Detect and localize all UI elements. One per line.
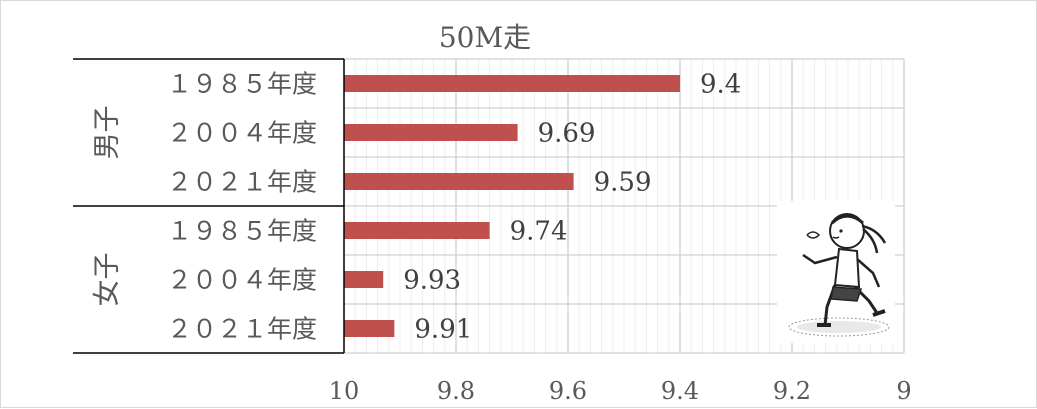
- bar: [344, 320, 395, 337]
- category-label: ２０２１年度: [167, 168, 317, 197]
- bar-value-label: 9.69: [538, 119, 596, 149]
- bar: [344, 271, 384, 288]
- x-tick-label: 10: [329, 377, 360, 405]
- x-tick-label: 9.2: [773, 377, 811, 405]
- bar: [344, 124, 518, 141]
- bar: [344, 222, 490, 239]
- chart-title: 50M走: [439, 21, 531, 54]
- category-label: ２００４年度: [167, 119, 317, 148]
- bar: [344, 75, 680, 92]
- bar-value-label: 9.4: [700, 70, 741, 100]
- bar-labels: 9.4 9.69 9.59 9.74 9.93 9.91: [403, 70, 741, 345]
- category-label: ２００４年度: [167, 266, 317, 295]
- bar-value-label: 9.91: [414, 315, 472, 345]
- x-tick-label: 9.4: [661, 377, 699, 405]
- x-axis-tick-labels: 10 9.8 9.6 9.4 9.2 9: [329, 377, 912, 405]
- bar-value-label: 9.93: [403, 266, 461, 296]
- running-girl-icon: [777, 201, 895, 343]
- category-label: ２０２１年度: [167, 315, 317, 344]
- x-tick-label: 9.8: [437, 377, 475, 405]
- bar: [344, 173, 574, 190]
- group-label: 女子: [92, 253, 123, 307]
- group-label: 男子: [92, 106, 123, 160]
- x-tick-label: 9.6: [549, 377, 587, 405]
- x-tick-label: 9: [896, 377, 911, 405]
- category-label: １９８５年度: [167, 217, 317, 246]
- category-label: １９８５年度: [167, 70, 317, 99]
- bar-value-label: 9.74: [510, 217, 568, 247]
- bars: [344, 75, 680, 337]
- bar-value-label: 9.59: [594, 168, 652, 198]
